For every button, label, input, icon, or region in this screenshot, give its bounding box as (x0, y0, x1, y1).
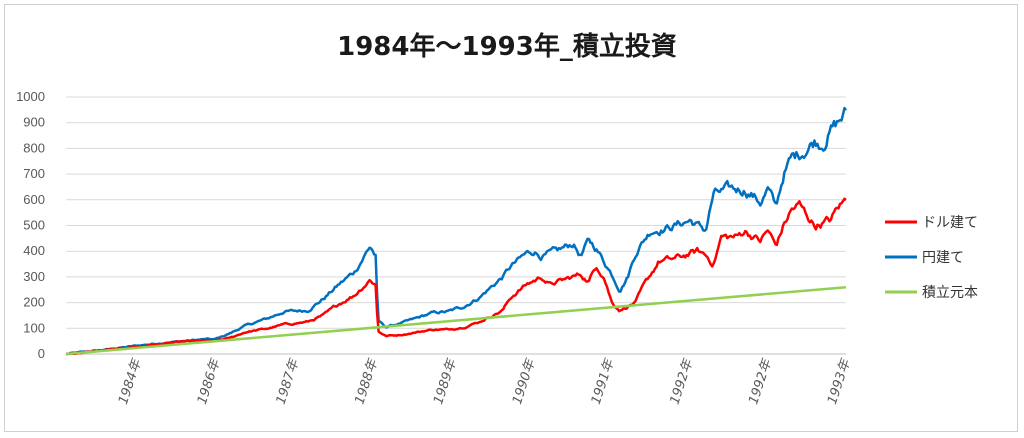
y-tick-label: 600 (23, 192, 45, 207)
y-tick-label: 100 (23, 320, 45, 335)
series-line (65, 197, 847, 356)
x-tick-label: 1986年 (195, 356, 224, 406)
y-tick-label: 400 (23, 243, 45, 258)
x-tick-label: 1993年 (825, 356, 854, 406)
y-tick-label: 700 (23, 166, 45, 181)
x-tick-label: 1988年 (352, 356, 381, 406)
y-tick-label: 200 (23, 295, 45, 310)
legend-label: 円建て (922, 250, 964, 266)
x-tick-label: 1987年 (274, 356, 303, 406)
y-axis-ticks: 0 100 200 300 400 500 600 700 800 900 1000 (16, 89, 45, 361)
legend-label: 積立元本 (922, 285, 978, 301)
x-tick-label: 1992年 (668, 356, 697, 406)
x-axis-ticks: 1984年 1986年 1987年 1988年 1989年 1990年 1991年 1992年… (116, 356, 854, 406)
x-tick-label: 1991年 (589, 356, 618, 406)
legend-label: ドル建て (922, 215, 978, 231)
y-tick-label: 500 (23, 218, 45, 233)
series-line (65, 285, 847, 356)
chart-frame (4, 4, 1018, 432)
y-tick-label: 800 (23, 140, 45, 155)
gridlines (66, 96, 846, 355)
x-tick-label: 1992年 (746, 356, 775, 406)
series-line (65, 106, 848, 356)
y-tick-label: 900 (23, 115, 45, 130)
y-tick-label: 0 (38, 346, 45, 361)
y-tick-label: 1000 (16, 89, 45, 104)
x-tick-label: 1989年 (431, 356, 460, 406)
x-tick-label: 1990年 (510, 356, 539, 406)
y-tick-label: 300 (23, 269, 45, 284)
x-tick-label: 1984年 (116, 356, 145, 406)
series-lines (65, 106, 848, 356)
chart-title: 1984年～1993年_積立投資 (337, 32, 677, 62)
